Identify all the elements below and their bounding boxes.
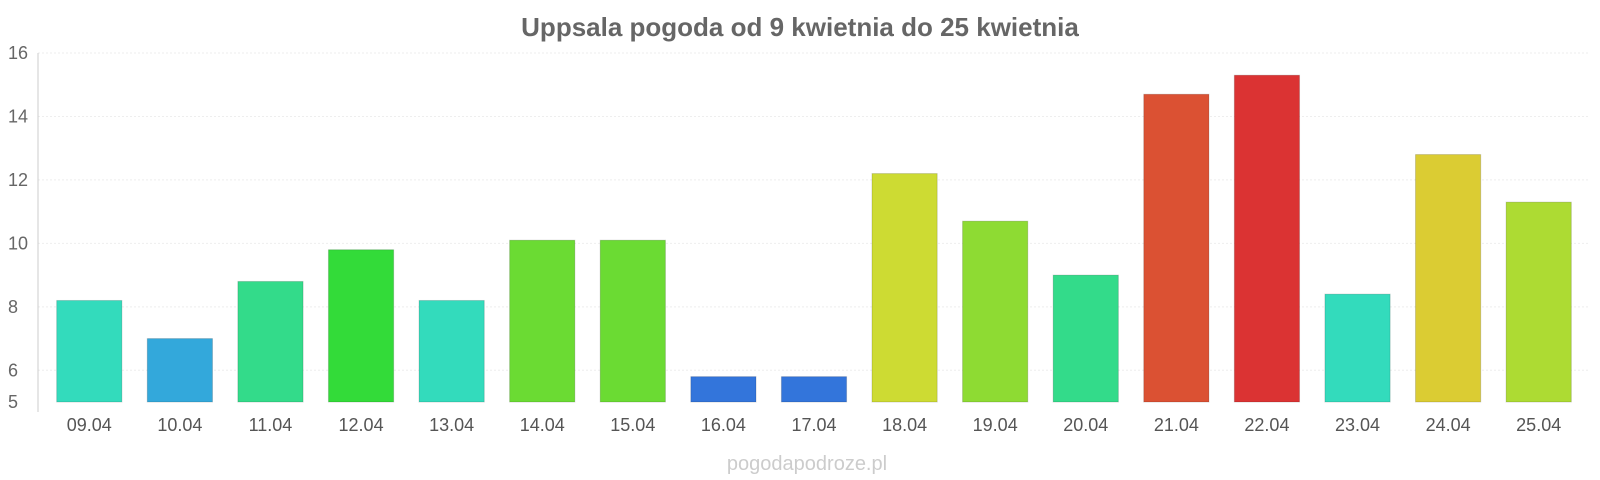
x-tick-label: 19.04 [973,415,1018,435]
x-tick-label: 23.04 [1335,415,1380,435]
bar [327,249,395,403]
x-tick-label: 16.04 [701,415,746,435]
x-tick-label: 21.04 [1154,415,1199,435]
x-tick-label: 10.04 [157,415,202,435]
x-tick-label: 09.04 [67,415,112,435]
y-tick-label: 12 [8,170,28,190]
x-tick-label: 11.04 [249,415,293,435]
bar [690,376,757,403]
bar [1415,154,1482,403]
x-tick-label: 17.04 [791,415,836,435]
bar [1143,93,1210,403]
y-tick-label: 16 [8,43,28,63]
source-credit: pogodapodroze.pl [727,453,887,475]
x-tick-label: 24.04 [1426,415,1471,435]
y-tick-label: 14 [8,106,28,126]
y-tick-label: 10 [8,233,28,253]
bar [237,280,304,403]
y-axis: 5 6 8 10 12 14 16 [8,43,39,412]
bar [780,376,848,403]
x-tick-label: 18.04 [882,415,927,435]
x-tick-label: 15.04 [610,415,655,435]
bar [871,173,938,403]
chart-title: Uppsala pogoda od 9 kwietnia do 25 kwiet… [521,12,1079,42]
bar [599,239,666,403]
x-tick-label: 12.04 [339,415,384,435]
bar [1233,74,1301,403]
y-tick-label: 5 [8,392,18,412]
bar [418,299,485,403]
bar [962,220,1029,403]
y-tick-label: 8 [8,297,18,317]
bar [1324,293,1391,403]
bars [56,74,1572,403]
x-tick-label: 20.04 [1063,415,1108,435]
x-axis: 09.04 10.04 11.04 12.04 13.04 14.04 15.04 16.04… [67,415,1561,435]
bar [1052,274,1119,403]
x-tick-label: 13.04 [429,415,474,435]
bar [509,239,576,403]
bar [56,299,123,403]
x-tick-label: 25.04 [1516,415,1561,435]
y-tick-label: 6 [8,360,18,380]
x-tick-label: 14.04 [520,415,565,435]
bar [1505,201,1572,403]
bar [146,338,213,403]
x-tick-label: 22.04 [1244,415,1289,435]
